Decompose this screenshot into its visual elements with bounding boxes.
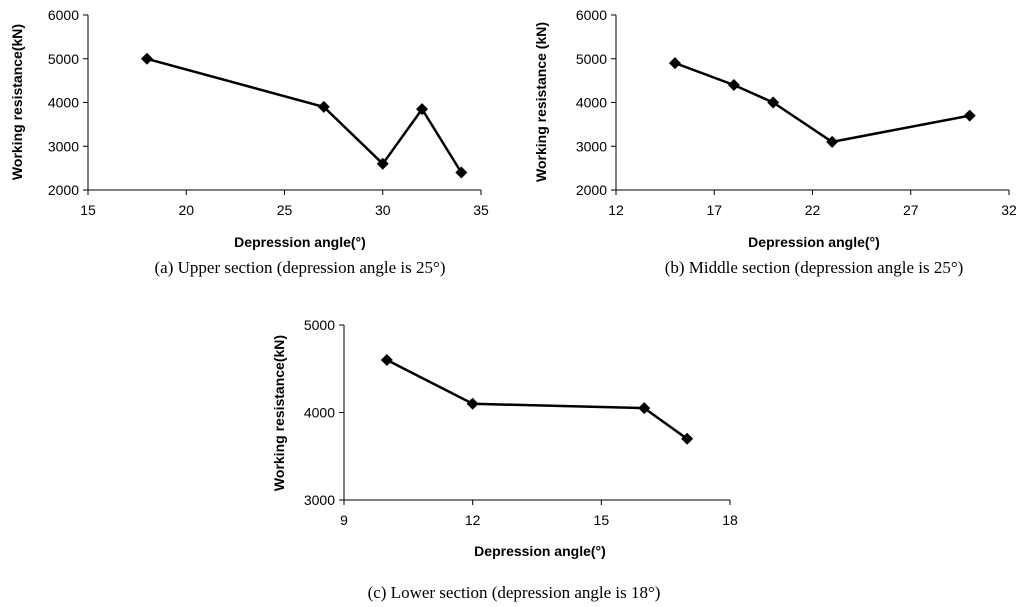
chart-c-x-tick-label: 15 [594,512,610,528]
chart-b-y-tick-label: 5000 [576,51,607,67]
chart-a-x-tick-label: 20 [178,202,194,218]
chart-b-data-point [963,109,976,122]
chart-c-x-tick-label: 18 [722,512,738,528]
chart-c-data-point [638,402,651,415]
chart-c-data-point [466,397,479,410]
chart-b-x-tick-label: 22 [805,202,821,218]
chart-a-data-point [416,103,429,116]
chart-b-plot-area: 2000 3000 4000 5000 6000 12 17 22 27 32 [576,7,1017,218]
chart-b-series-line [674,61,970,144]
chart-b-x-tick-label: 32 [1001,202,1017,218]
chart-a-series-line [146,57,463,174]
chart-b-y-axis-title: Working resistance (kN) [533,22,549,182]
chart-b-x-tick-label: 27 [903,202,919,218]
chart-b-y-tick-label: 6000 [576,7,607,23]
chart-c-caption: (c) Lower section (depression angle is 1… [368,583,661,602]
chart-a-x-axis-title: Depression angle(°) [234,234,366,250]
chart-c-series-line [386,358,688,440]
chart-b-y-tick-label: 3000 [576,138,607,154]
chart-c-x-tick-label: 9 [340,512,348,528]
chart-b-data-point [767,96,780,109]
chart-a-data-point [140,52,153,65]
chart-a-y-axis-title: Working resistance(kN) [9,24,25,180]
chart-c-y-tick-label: 3000 [304,492,335,508]
chart-a-data-point [455,166,468,179]
chart-a-y-tick-label: 5000 [48,51,79,67]
chart-b-data-point [826,135,839,148]
chart-a-x-tick-label: 25 [277,202,293,218]
chart-b-data-point [727,79,740,91]
chart-b-x-axis-title: Depression angle(°) [748,234,880,250]
chart-b-x-tick-label: 12 [608,202,624,218]
chart-c-y-tick-label: 5000 [304,317,335,333]
chart-a-x-tick-label: 30 [375,202,391,218]
chart-a-caption: (a) Upper section (depression angle is 2… [155,258,446,277]
chart-c-plot-area: 3000 4000 5000 9 12 15 18 [304,317,738,528]
chart-upper-section: 2000 3000 4000 5000 6000 15 20 25 30 35 Depressio… [9,7,489,277]
chart-a-data-point [376,157,389,170]
chart-a-plot-area: 2000 3000 4000 5000 6000 15 20 25 30 35 [48,7,489,218]
chart-c-x-tick-label: 12 [465,512,481,528]
chart-c-data-point [380,354,393,366]
chart-c-data-point [681,432,694,445]
chart-middle-section: 2000 3000 4000 5000 6000 12 17 22 27 32 Depressio… [533,7,1017,277]
chart-b-y-tick-label: 4000 [576,95,607,111]
chart-a-y-tick-label: 3000 [48,138,79,154]
chart-b-caption: (b) Middle section (depression angle is … [665,258,964,277]
chart-a-y-tick-label: 6000 [48,7,79,23]
chart-b-y-tick-label: 2000 [576,182,607,198]
chart-b-data-point [668,57,681,70]
chart-c-y-axis-title: Working resistance(kN) [271,335,287,491]
chart-c-y-tick-label: 4000 [304,405,335,421]
chart-a-x-tick-label: 15 [80,202,96,218]
chart-a-x-tick-label: 35 [473,202,489,218]
chart-a-y-tick-label: 4000 [48,95,79,111]
chart-b-x-tick-label: 17 [706,202,722,218]
chart-c-x-axis-title: Depression angle(°) [474,543,606,559]
chart-a-y-tick-label: 2000 [48,182,79,198]
chart-a-data-point [317,100,330,113]
